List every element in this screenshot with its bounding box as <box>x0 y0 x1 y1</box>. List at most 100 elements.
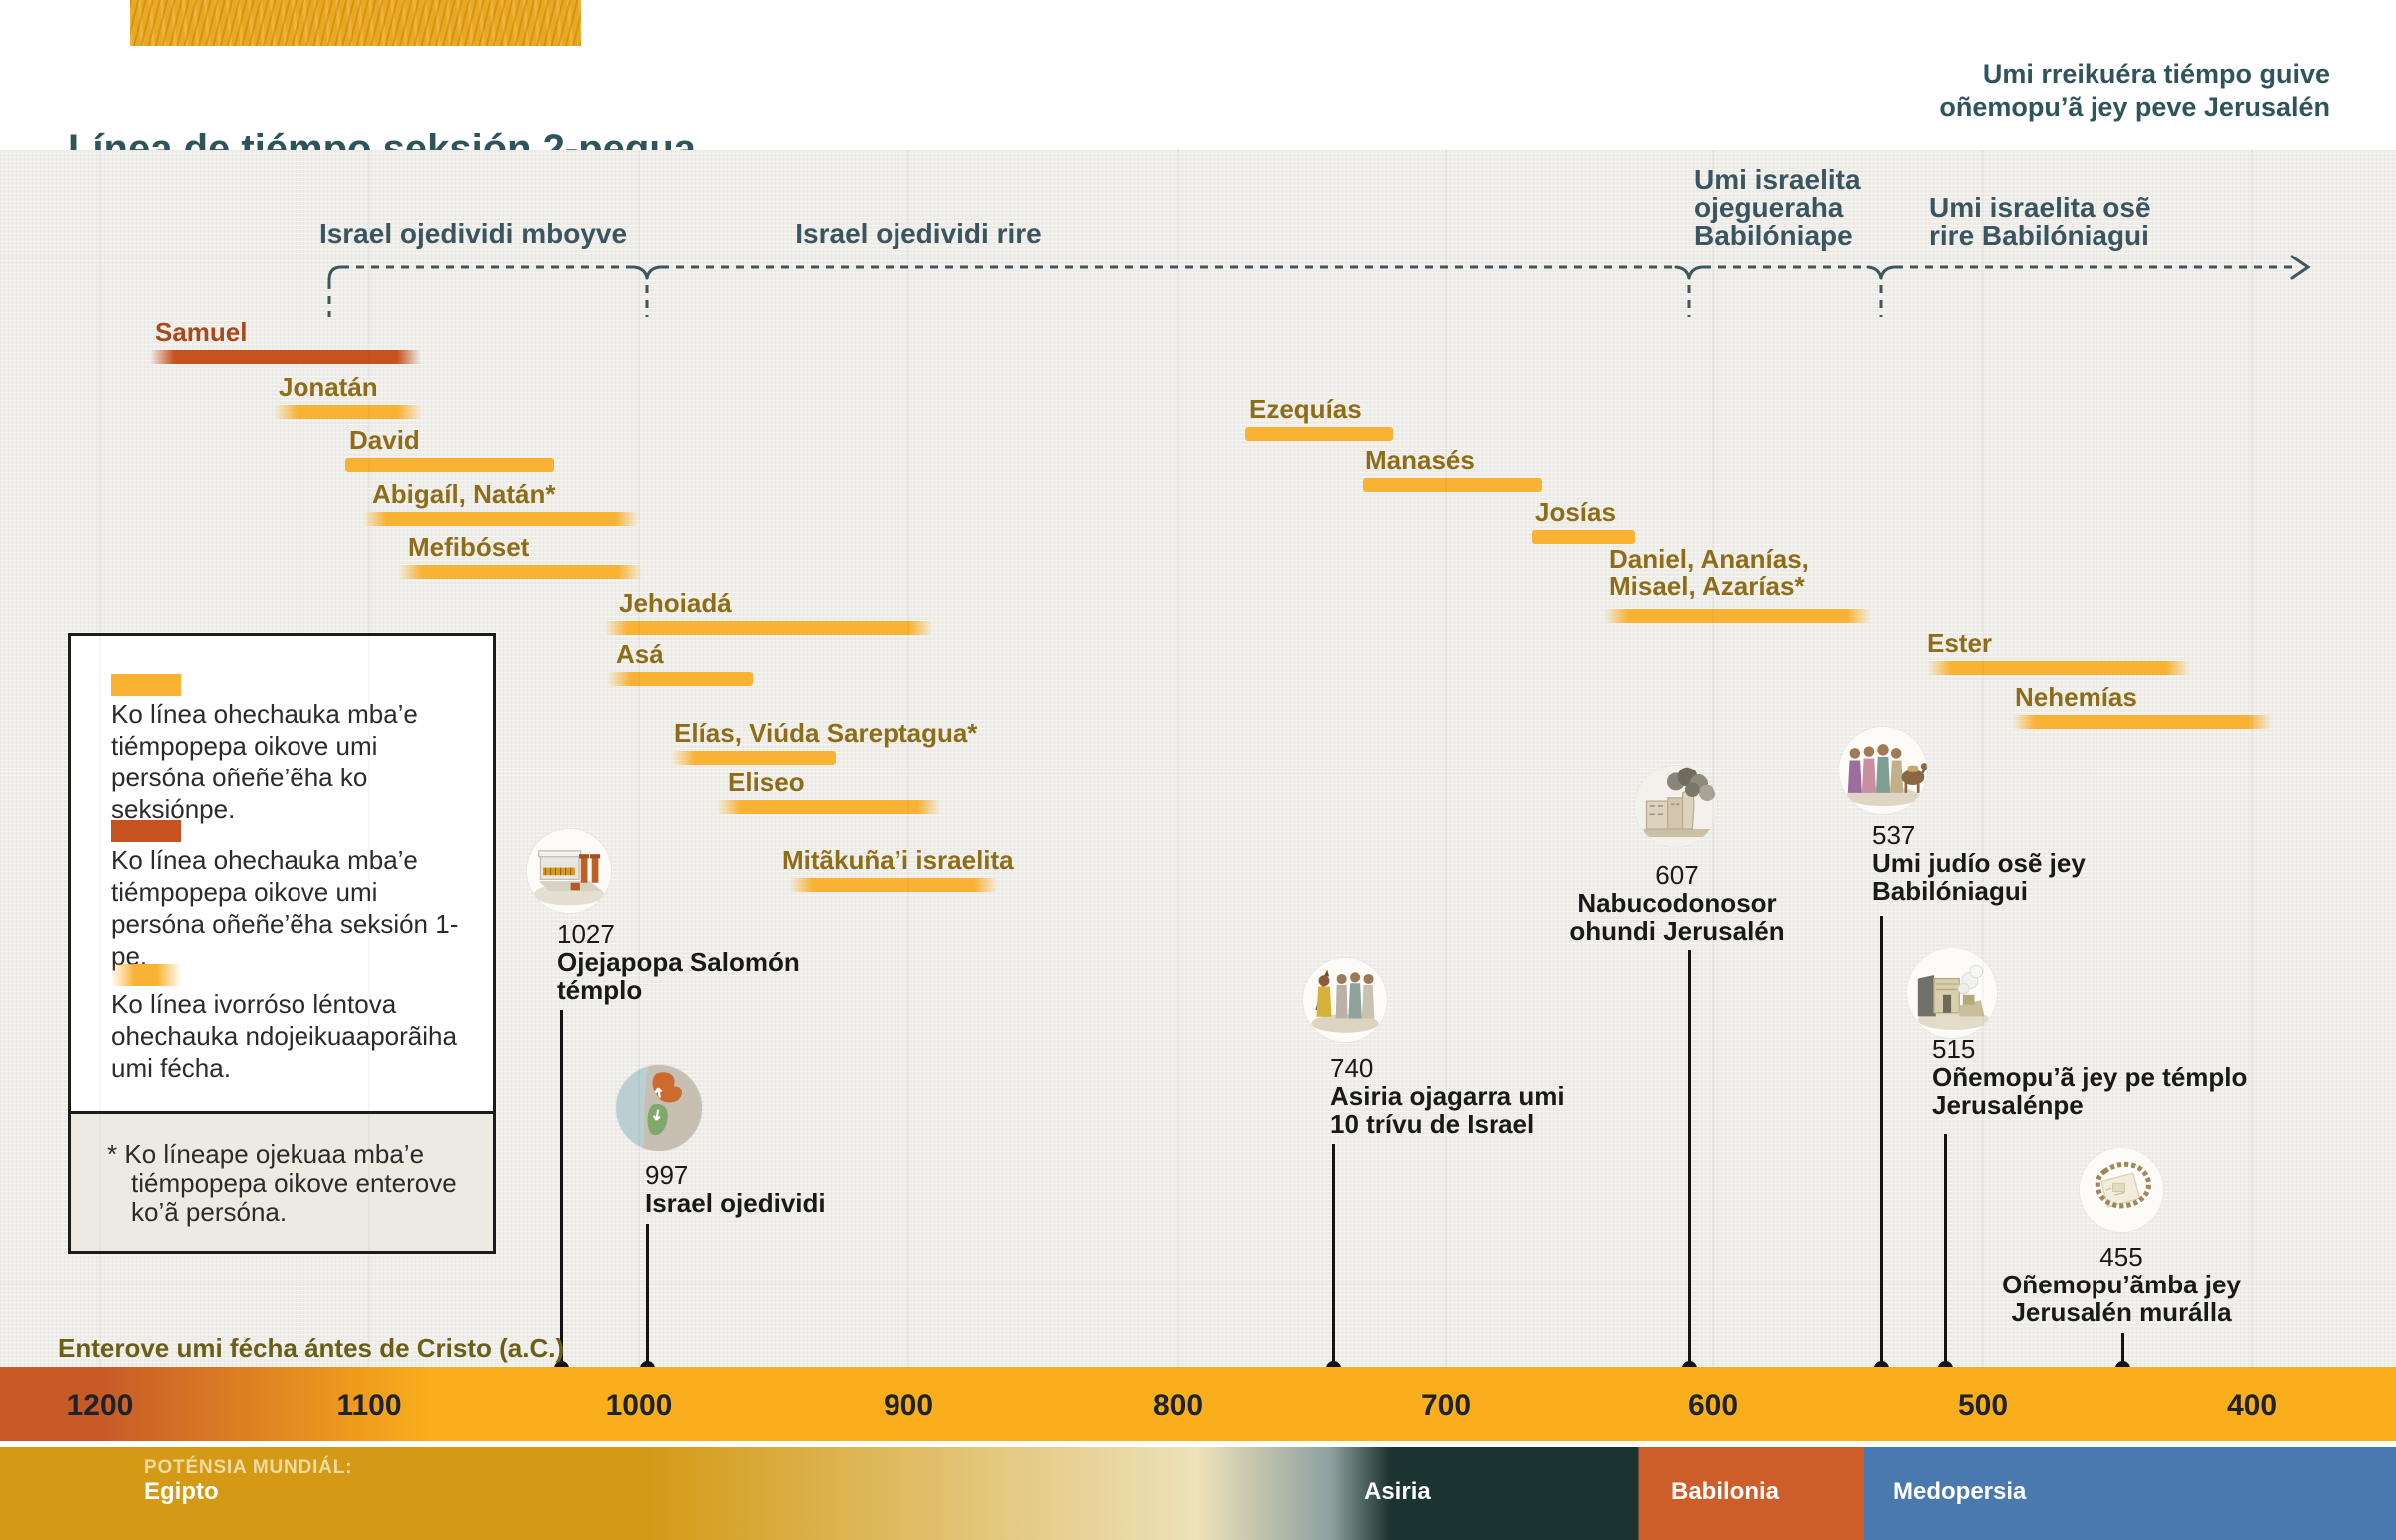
divided-map-icon <box>616 1065 702 1151</box>
person-label: Eliseo <box>728 768 805 797</box>
event-connector-line <box>2121 1333 2124 1368</box>
century-gridline <box>907 150 909 1367</box>
rebuilt-temple-icon <box>1907 948 1997 1038</box>
person-label: Jonatán <box>279 372 378 402</box>
person-lifespan-bar <box>1245 427 1393 441</box>
captives-icon <box>1303 958 1387 1042</box>
person-lifespan-bar <box>1927 661 2190 675</box>
legend-swatch-yellow-solid <box>111 674 181 696</box>
event-title: Oñemopu’ãmba jey Jerusalén murálla <box>2002 1270 2241 1327</box>
event-1027: 1027 Ojejapopa Salomón témplo <box>557 920 800 1004</box>
legend-footnote-panel: * Ko líneape ojekuaa mba’e tiémpopepa oi… <box>68 1111 496 1254</box>
axis-year-1200: 1200 <box>66 1389 134 1422</box>
legend-text-2: Ko línea ohechauka mba’e tiémpopepa oiko… <box>111 845 459 971</box>
person-lifespan-bar <box>150 350 421 364</box>
asterisk-mark: * <box>107 1139 118 1169</box>
wall-map-icon <box>2080 1148 2163 1232</box>
axis-year-600: 600 <box>1687 1389 1739 1422</box>
axis-caption: Enterove umi fécha ántes de Cristo (a.C.… <box>58 1333 565 1363</box>
century-gridline <box>2251 150 2253 1367</box>
event-title: Nabucodonosor ohundi Jerusalén <box>1569 888 1785 946</box>
world-power-babilonia: Babilonia <box>1671 1478 1780 1505</box>
temple-icon <box>527 829 611 913</box>
legend-footnote-text: Ko líneape ojekuaa mba’e tiémpopepa oiko… <box>124 1139 457 1227</box>
event-connector-line <box>1880 916 1883 1368</box>
person-label: Mefibóset <box>408 532 530 562</box>
century-gridline <box>638 150 640 1367</box>
axis-year-1100: 1100 <box>336 1389 402 1422</box>
person-lifespan-bar <box>274 405 422 419</box>
era-label-4: Umi israelita osẽ rire Babilóniagui <box>1929 192 2151 251</box>
legend-text-1: Ko línea ohechauka mba’e tiémpopepa oiko… <box>111 699 418 824</box>
person-label: David <box>349 425 420 455</box>
person-label: Samuel <box>155 317 248 347</box>
event-year: 515 <box>1932 1034 1976 1064</box>
person-label: Mitãkuña’i israelita <box>782 845 1014 875</box>
legend-footnote: * Ko líneape ojekuaa mba’e tiémpopepa oi… <box>107 1140 480 1227</box>
century-gridline <box>368 150 370 1367</box>
rebuilt-temple-icon <box>1917 964 1990 1030</box>
event-537: 537 Umi judío osẽ jey Babilóniagui <box>1872 821 2086 905</box>
person-label: Nehemías <box>2015 682 2137 712</box>
page-subtitle: Umi rreikuéra tiémpo guive oñemopu’ã jey… <box>1939 59 2330 122</box>
event-title: Israel ojedividi <box>645 1188 826 1218</box>
event-year: 607 <box>1655 860 1699 890</box>
person-label: Elías, Viúda Sareptagua* <box>674 718 978 748</box>
person-label: Manasés <box>1365 445 1475 475</box>
event-year: 537 <box>1872 820 1916 850</box>
person-lifespan-bar <box>717 800 941 814</box>
century-gridline <box>99 150 101 1367</box>
person-lifespan-bar <box>362 512 639 526</box>
event-607: 607 Nabucodonosor ohundi Jerusalén <box>1569 861 1784 945</box>
century-gridline <box>1982 150 1984 1367</box>
axis-year-400: 400 <box>2226 1389 2278 1422</box>
axis-year-700: 700 <box>1420 1389 1472 1422</box>
event-connector-line <box>646 1224 649 1368</box>
century-gridline <box>1177 150 1179 1367</box>
person-lifespan-bar <box>789 878 998 892</box>
person-label: Asá <box>616 639 664 669</box>
world-power-egipto: Egipto <box>144 1478 219 1505</box>
legend-box: Ko línea ohechauka mba’e tiémpopepa oiko… <box>68 633 496 1254</box>
event-title: Ojejapopa Salomón témplo <box>557 947 800 1005</box>
legend-swatch-orange-solid <box>111 820 181 842</box>
city-burning-icon <box>1635 766 1717 847</box>
year-axis-band <box>0 1367 2396 1441</box>
event-455: 455 Oñemopu’ãmba jey Jerusalén murálla <box>2002 1243 2241 1326</box>
axis-year-800: 800 <box>1152 1389 1204 1422</box>
event-connector-line <box>560 1010 563 1368</box>
world-power-medopersia: Medopersia <box>1893 1478 2027 1505</box>
event-connector-line <box>1688 950 1691 1368</box>
person-lifespan-bar <box>398 565 642 579</box>
event-connector-line <box>1332 1144 1335 1368</box>
person-lifespan-bar <box>1604 609 1871 623</box>
person-lifespan-bar <box>1532 530 1635 544</box>
legend-swatch-yellow-faded <box>111 964 181 986</box>
person-lifespan-bar <box>671 751 836 765</box>
person-label: Jehoiadá <box>619 588 732 618</box>
event-515: 515 Oñemopu’ã jey pe témplo Jerusalénpe <box>1932 1035 2247 1119</box>
century-gridline <box>1712 150 1714 1367</box>
axis-year-1000: 1000 <box>605 1389 673 1422</box>
era-label-1: Israel ojedividi mboyve <box>318 218 628 249</box>
divided-map-icon <box>616 1065 702 1151</box>
event-year: 997 <box>645 1160 689 1190</box>
world-power-asiria: Asiria <box>1364 1478 1431 1505</box>
event-title: Umi judío osẽ jey Babilóniagui <box>1872 848 2086 906</box>
event-connector-line <box>1944 1134 1947 1368</box>
person-label: Daniel, Ananías, Misael, Azarías* <box>1609 544 1809 601</box>
world-power-heading: POTÉNSIA MUNDIÁL: <box>144 1457 353 1478</box>
era-label-2: Israel ojedividi rire <box>795 218 1042 249</box>
axis-year-500: 500 <box>1957 1389 2009 1422</box>
event-year: 455 <box>2099 1242 2143 1272</box>
event-740: 740 Asiria ojagarra umi 10 trívu de Israe… <box>1330 1054 1565 1138</box>
person-label: Abigaíl, Natán* <box>372 479 556 509</box>
era-label-3: Umi israelita ojegueraha Babilóniape <box>1694 164 1861 251</box>
wall-map-icon <box>2080 1148 2163 1232</box>
person-lifespan-bar <box>607 672 753 686</box>
event-year: 1027 <box>557 919 615 949</box>
century-gridline <box>1445 150 1447 1367</box>
person-label: Josías <box>1535 497 1616 527</box>
person-label: Ezequías <box>1249 394 1362 424</box>
